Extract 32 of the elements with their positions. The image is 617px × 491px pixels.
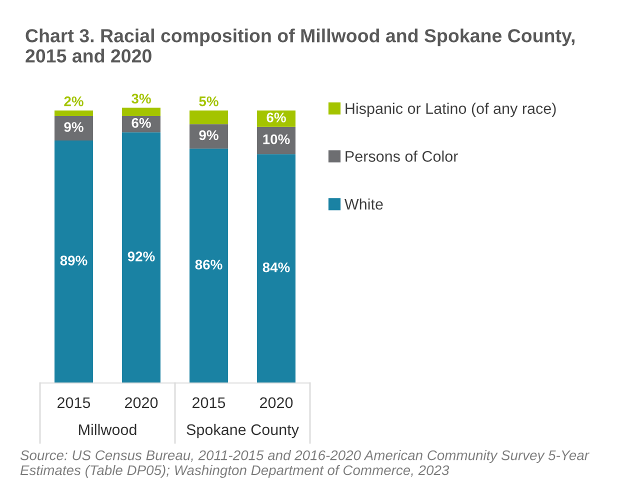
bar [122,132,160,383]
x-tick-label: 2020 [125,397,158,408]
text: Spokane County [186,424,299,438]
data-label: 3% [132,94,151,104]
bar [190,110,228,124]
x-tick-label: 2020 [260,397,293,408]
data-label: 89% [60,256,88,266]
chart-title: Chart 3. Racial composition of Millwood and Spokane County, 2015 and 2020 [26,28,574,63]
data-label: 2% [64,96,84,106]
bar [257,154,296,383]
bar [190,124,228,149]
x-tick-label: 2015 [58,397,90,408]
data-label: 6% [266,112,286,122]
data-label: 92% [128,252,155,262]
data-label: 6% [132,118,151,128]
data-label: 84% [262,262,290,272]
data-label: 9% [199,130,218,140]
legend-label: Hispanic or Latino (of any race) [346,102,556,117]
x-tick-label: 2015 [192,397,226,408]
text: Millwood [79,424,136,436]
bar [190,148,228,383]
data-label: 86% [195,260,222,270]
bar [54,140,93,383]
data-label: 9% [64,122,84,132]
data-label: 10% [263,134,290,144]
data-label: 5% [199,96,218,106]
bar [54,110,93,116]
legend-label: Persons of Color [346,150,458,162]
source-note: Source: US Census Bureau, 2011-2015 and 2016-2020 American Community Survey 5-Year Estimates (Table DP05); Washington Department of Commerce, 2023 [20,450,590,478]
bar [54,116,93,140]
bar [122,108,160,116]
legend-label: White [344,198,383,210]
